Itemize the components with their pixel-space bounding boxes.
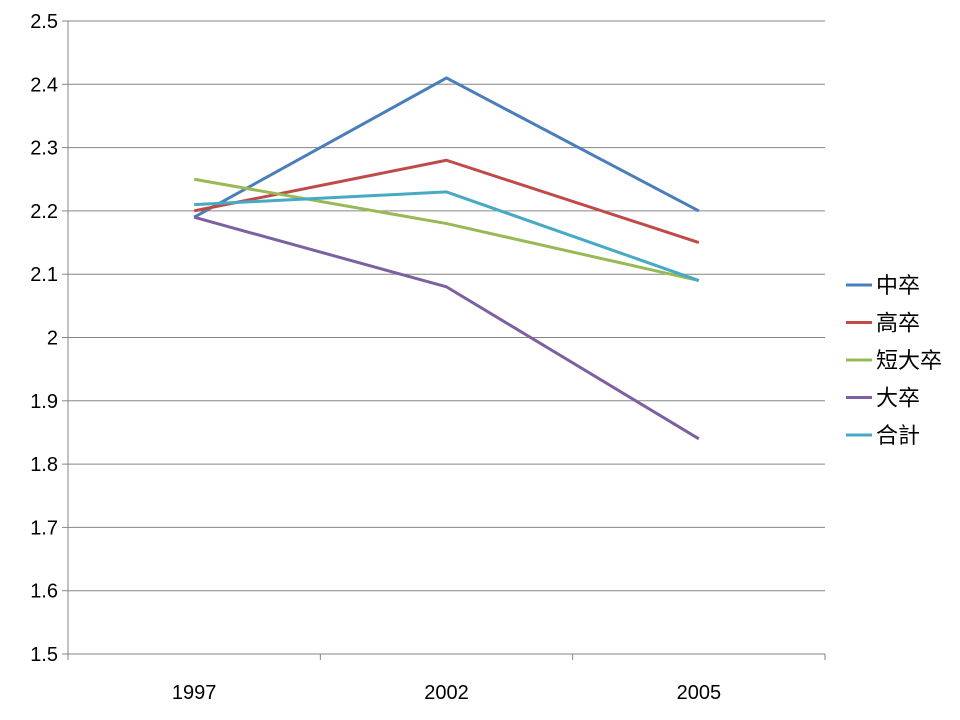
legend-item: 短大卒 — [846, 348, 942, 373]
y-tick-label: 1.7 — [30, 517, 58, 539]
legend-label: 短大卒 — [876, 348, 942, 373]
legend-item: 大卒 — [846, 386, 920, 411]
axes — [62, 20, 826, 660]
y-tick-label: 1.5 — [30, 644, 58, 666]
y-tick-labels: 1.5 1.6 1.7 1.8 1.9 2 2.1 2.2 2.3 2.4 2.5 — [30, 11, 58, 666]
y-tick-label: 2.3 — [30, 138, 58, 160]
legend-item: 中卒 — [846, 273, 920, 298]
x-tick-label: 1997 — [172, 682, 217, 704]
legend-item: 合計 — [846, 423, 920, 448]
x-tick-labels: 1997 2002 2005 — [172, 682, 721, 704]
legend-label: 合計 — [876, 423, 920, 448]
series-line-4 — [194, 190, 700, 282]
y-tick-label: 1.9 — [30, 391, 58, 413]
y-tick-label: 2.2 — [30, 201, 58, 223]
legend-label: 中卒 — [876, 273, 920, 298]
legend-label: 大卒 — [876, 386, 920, 411]
y-tick-label: 2 — [47, 328, 58, 350]
x-tick-label: 2002 — [424, 682, 469, 704]
series-line-2 — [193, 177, 700, 282]
series-line-3 — [193, 215, 700, 441]
x-tick-label: 2005 — [677, 682, 722, 704]
y-tick-label: 1.8 — [30, 454, 58, 476]
gridlines — [68, 20, 825, 592]
series-line-0 — [193, 76, 700, 219]
y-tick-label: 2.4 — [30, 74, 58, 96]
y-tick-label: 2.5 — [30, 11, 58, 33]
y-tick-label: 2.1 — [30, 264, 58, 286]
legend-label: 高卒 — [876, 311, 920, 336]
series-lines — [193, 76, 700, 441]
y-tick-label: 1.6 — [30, 581, 58, 603]
legend-item: 高卒 — [846, 311, 920, 336]
